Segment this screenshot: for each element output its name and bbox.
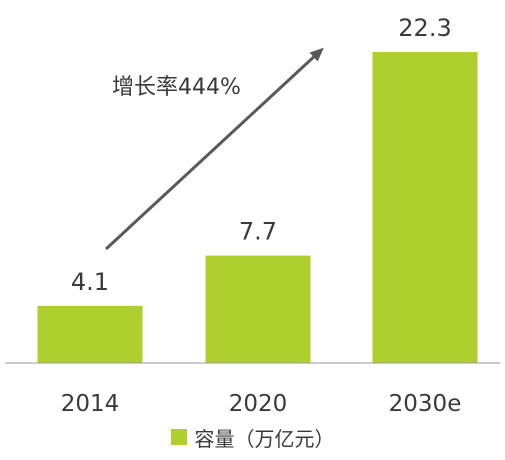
legend: 容量（万亿元） (0, 422, 505, 452)
data-label-2030e: 22.3 (398, 14, 451, 42)
legend-swatch (170, 429, 187, 445)
x-tick-label-2014: 2014 (61, 391, 120, 417)
bar-2014 (37, 305, 143, 363)
data-label-2020: 7.7 (239, 218, 277, 246)
bar-2030e (372, 52, 478, 363)
legend-label: 容量（万亿元） (194, 426, 335, 451)
data-label-2014: 4.1 (71, 268, 109, 296)
growth-annotation: 增长率444% (112, 75, 241, 100)
x-tick-label-2020: 2020 (229, 391, 288, 417)
legend-item: 容量（万亿元） (170, 423, 335, 452)
x-tick-label-2030e: 2030e (389, 391, 462, 417)
bar-2020 (205, 255, 311, 363)
growth-arrow (104, 47, 324, 251)
